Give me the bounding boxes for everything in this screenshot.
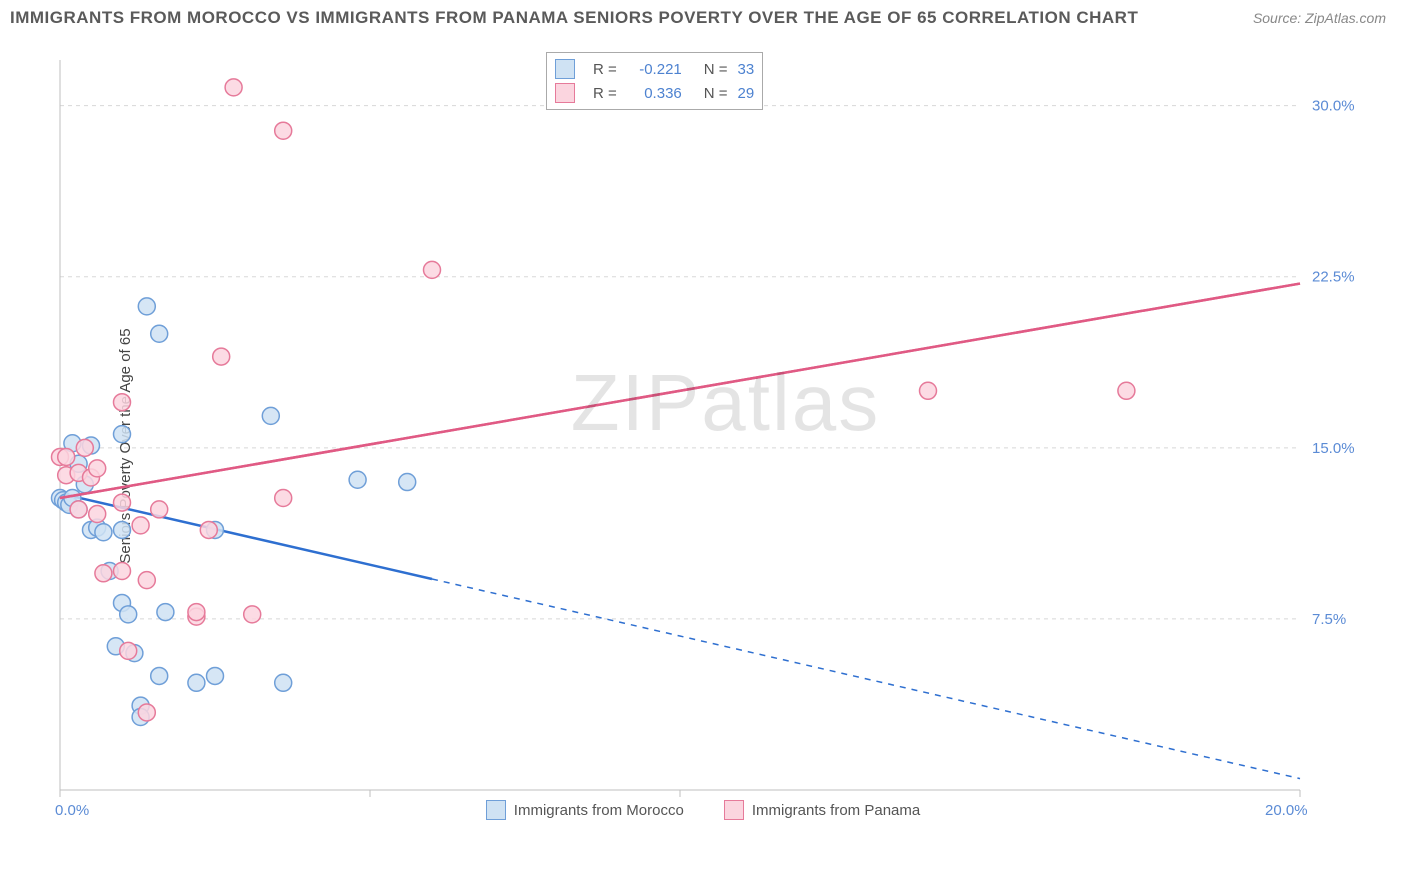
chart-title: IMMIGRANTS FROM MOROCCO VS IMMIGRANTS FR… — [10, 8, 1138, 28]
svg-text:22.5%: 22.5% — [1312, 269, 1355, 286]
legend-swatch — [724, 800, 744, 820]
stat-r-label: R = — [593, 61, 617, 78]
stat-r-value: -0.221 — [627, 61, 682, 78]
stat-n-value: 33 — [738, 61, 755, 78]
stat-n-label: N = — [704, 61, 728, 78]
chart-legend: Immigrants from Morocco Immigrants from P… — [0, 800, 1406, 882]
legend-item: Immigrants from Morocco — [486, 800, 684, 820]
legend-swatch — [486, 800, 506, 820]
svg-text:30.0%: 30.0% — [1312, 98, 1355, 115]
stat-n-label: N = — [704, 85, 728, 102]
legend-label: Immigrants from Morocco — [514, 802, 684, 819]
legend-label: Immigrants from Panama — [752, 802, 920, 819]
scatter-chart: 7.5% 15.0% 22.5% 30.0% — [50, 50, 1370, 830]
stat-r-label: R = — [593, 85, 617, 102]
stats-row: R = 0.336 N = 29 — [555, 81, 754, 105]
svg-text:15.0%: 15.0% — [1312, 440, 1355, 457]
stat-r-value: 0.336 — [627, 85, 682, 102]
svg-text:7.5%: 7.5% — [1312, 611, 1346, 628]
legend-item: Immigrants from Panama — [724, 800, 920, 820]
source-text: Source: ZipAtlas.com — [1253, 10, 1386, 26]
series-swatch — [555, 83, 575, 103]
stats-row: R = -0.221 N = 33 — [555, 57, 754, 81]
correlation-stats-box: R = -0.221 N = 33 R = 0.336 N = 29 — [546, 52, 763, 110]
stat-n-value: 29 — [738, 85, 755, 102]
series-swatch — [555, 59, 575, 79]
